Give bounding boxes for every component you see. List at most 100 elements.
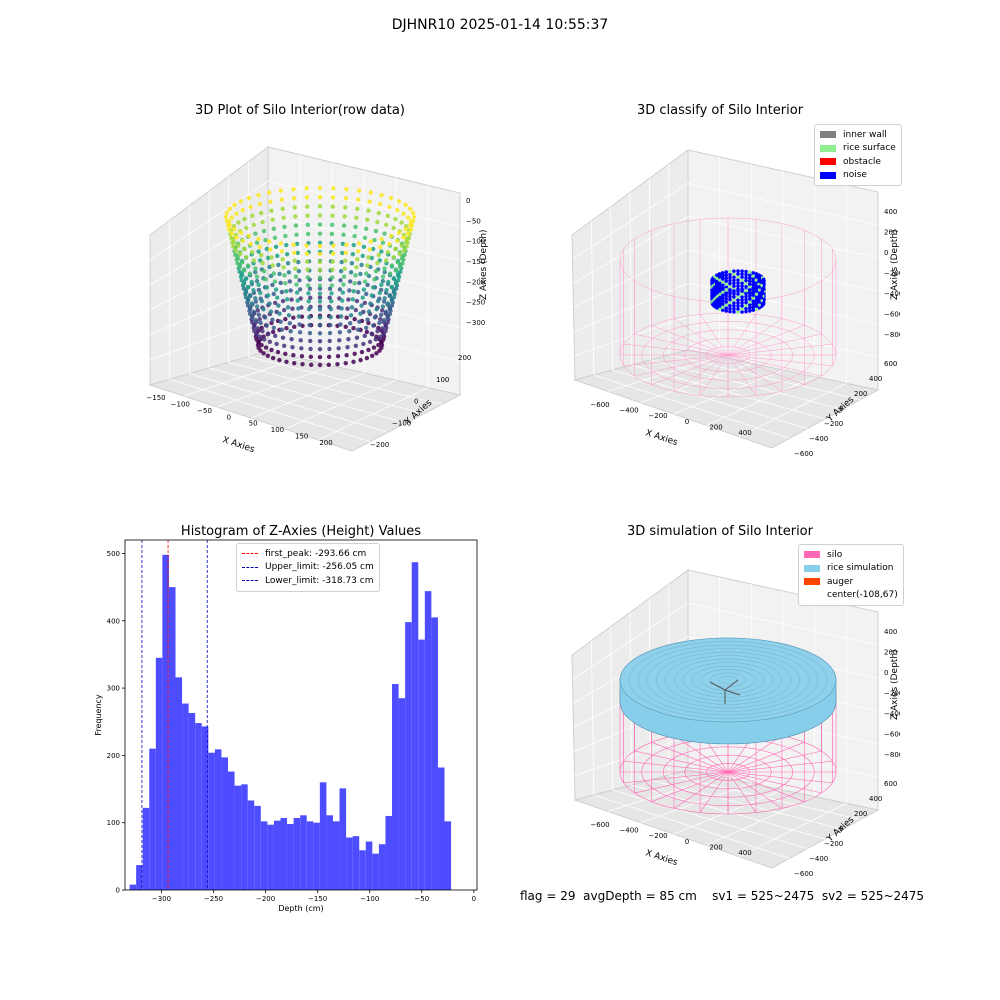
raw-point: [378, 316, 383, 322]
z-tick-label: 200: [884, 649, 897, 657]
histogram-bar: [293, 817, 301, 890]
histogram-bar: [254, 805, 261, 890]
classified-point: [728, 284, 732, 289]
classified-point: [754, 298, 759, 302]
raw-point: [270, 217, 275, 222]
histogram-bar: [227, 771, 235, 890]
raw-point: [317, 259, 323, 265]
histogram-bar: [149, 748, 156, 890]
legend-label: inner wall: [843, 129, 887, 140]
raw-point: [327, 330, 333, 336]
classified-point: [740, 278, 744, 282]
raw-point: [291, 242, 296, 248]
raw-point: [273, 300, 278, 306]
classified-point: [751, 274, 756, 278]
raw-point: [292, 324, 297, 330]
y-tick-label: −100: [392, 419, 411, 427]
histogram-bar: [444, 821, 452, 890]
classified-point: [740, 275, 744, 279]
raw-point: [327, 295, 332, 301]
legend-item-inner-wall: inner wall: [820, 128, 896, 142]
raw-point: [344, 353, 349, 358]
raw-point: [338, 268, 344, 274]
raw-point: [365, 282, 370, 288]
raw-point: [347, 288, 352, 293]
simulation-zlabel: Z Axies (Depth): [890, 649, 900, 720]
raw-point: [343, 360, 348, 366]
z-tick-label: 0: [884, 249, 888, 257]
raw-point: [247, 271, 253, 276]
z-tick-label: −600: [884, 311, 900, 319]
raw-point: [329, 231, 335, 237]
classified-point: [751, 302, 756, 306]
histogram-bar: [136, 865, 143, 890]
raw-point: [328, 322, 333, 328]
raw-point: [307, 322, 312, 328]
raw-point: [395, 273, 401, 278]
raw-point: [317, 213, 323, 218]
raw-point: [247, 293, 253, 298]
raw-point: [403, 239, 409, 245]
simulation-plot-title: 3D simulation of Silo Interior: [627, 524, 813, 539]
raw-point: [386, 279, 391, 285]
raw-point: [267, 301, 272, 306]
raw-point: [245, 284, 251, 290]
raw-point: [331, 186, 336, 191]
raw-point: [250, 314, 255, 320]
raw-point: [295, 250, 300, 256]
raw-point: [280, 335, 286, 340]
raw-point: [401, 211, 406, 216]
classified-point: [736, 310, 740, 314]
classified-point: [717, 278, 722, 282]
raw-point: [350, 297, 356, 302]
histogram-bar: [306, 821, 314, 890]
raw-point: [253, 231, 258, 236]
raw-point: [335, 361, 340, 367]
histogram-bar: [418, 639, 425, 890]
histogram-bar: [142, 807, 150, 890]
raw-point: [297, 287, 303, 292]
classified-point: [732, 310, 736, 314]
histogram-bar: [372, 853, 379, 890]
raw-point: [287, 279, 293, 284]
classified-point: [748, 285, 752, 289]
classified-point: [751, 287, 756, 291]
raw-point: [267, 339, 273, 345]
raw-point: [395, 238, 400, 244]
histogram-bar: [182, 703, 189, 890]
y-tick-label: 200: [107, 752, 120, 760]
raw-point: [317, 331, 323, 336]
raw-point: [375, 219, 380, 225]
sv2-value: sv2 = 525~2475: [821, 889, 925, 903]
raw-point: [387, 241, 392, 247]
x-tick-label: −400: [619, 407, 638, 415]
raw-point: [366, 255, 371, 260]
classified-point: [724, 291, 728, 295]
raw-point: [399, 256, 405, 261]
raw-point: [407, 222, 413, 228]
classified-point: [720, 271, 725, 275]
raw-point: [379, 192, 384, 198]
raw-point: [376, 342, 381, 348]
raw-point: [377, 244, 383, 250]
raw-point: [407, 206, 413, 212]
raw-point: [278, 188, 284, 193]
histogram-plot: −300 −250 −200 −150 −100 −50 0 0 100 200 300 400 500…: [94, 539, 478, 913]
y-tick-label: 300: [107, 685, 120, 693]
raw-point: [239, 273, 245, 278]
raw-point: [317, 354, 323, 360]
raw-point: [296, 268, 302, 274]
raw-point: [398, 269, 403, 275]
legend-item-silo: silo: [804, 548, 898, 562]
raw-point: [411, 214, 417, 220]
classified-point: [748, 279, 752, 283]
classified-point: [744, 303, 748, 308]
raw-point: [293, 266, 298, 271]
y-tick-label: 400: [869, 795, 882, 803]
classified-point: [720, 287, 725, 291]
raw-point: [403, 226, 408, 232]
raw-point: [350, 251, 356, 257]
rice-mesh-ring: [718, 676, 738, 684]
raw-point: [384, 287, 389, 293]
raw-point: [268, 247, 273, 252]
